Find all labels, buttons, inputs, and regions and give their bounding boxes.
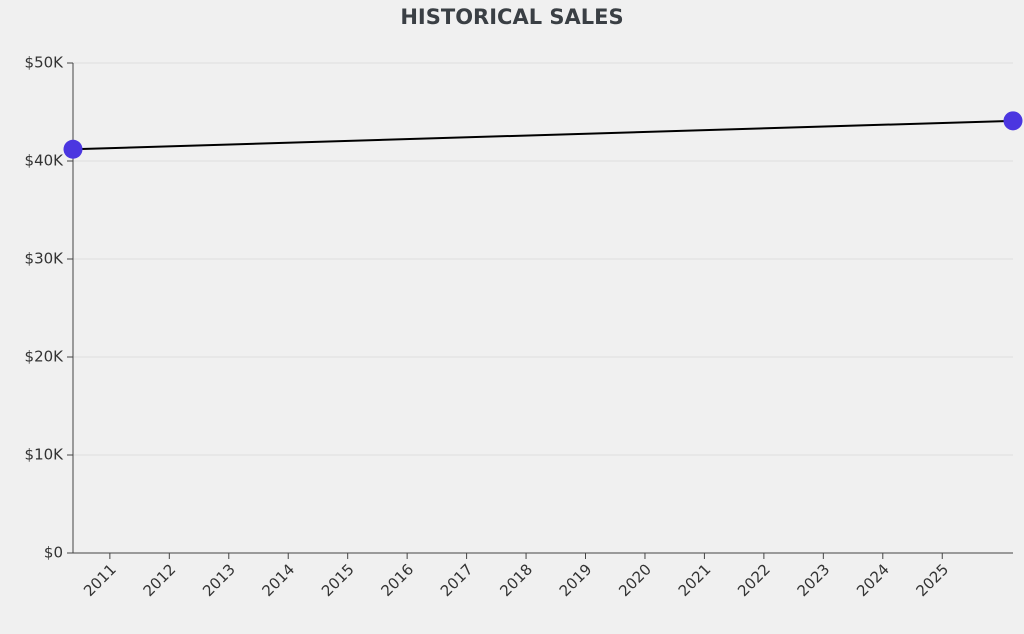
- y-tick-label: $50K: [25, 54, 65, 72]
- point: [63, 139, 83, 159]
- point: [1003, 111, 1023, 131]
- line: [72, 119, 1014, 151]
- y-tick-label: $40K: [25, 152, 65, 170]
- y-tick-label: $10K: [25, 446, 65, 464]
- y-tick-label: $30K: [25, 250, 65, 268]
- chart-title: HISTORICAL SALES: [400, 5, 623, 29]
- y-tick-label: $0: [44, 544, 63, 562]
- y-tick-label: $20K: [25, 348, 65, 366]
